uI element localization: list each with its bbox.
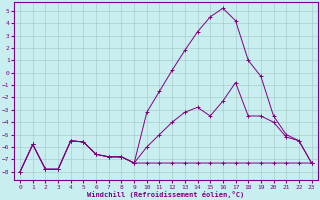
X-axis label: Windchill (Refroidissement éolien,°C): Windchill (Refroidissement éolien,°C) (87, 191, 244, 198)
